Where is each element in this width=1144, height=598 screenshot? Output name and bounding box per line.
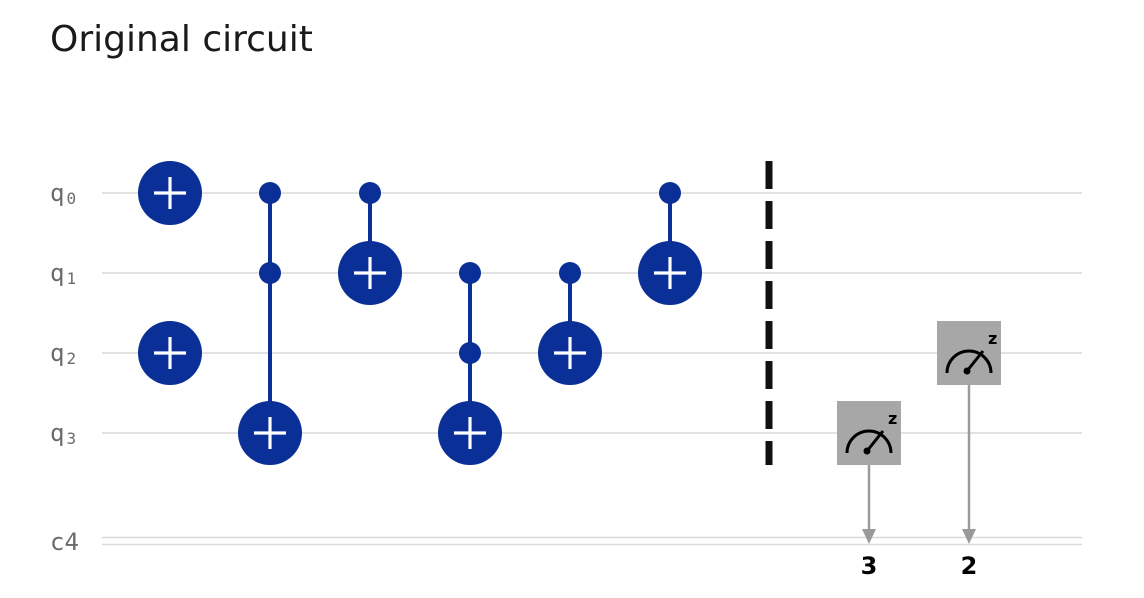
measure-arrow-icon	[962, 529, 976, 544]
circuit-title: Original circuit	[50, 19, 313, 60]
classical-bit-label: 3	[861, 552, 878, 580]
control-dot-icon	[459, 342, 481, 364]
meter-pivot	[963, 367, 971, 375]
meter-needle	[865, 430, 885, 452]
meter-pivot	[863, 447, 871, 455]
control-dot-icon	[459, 262, 481, 284]
qubit-label-name: q	[50, 339, 64, 367]
qubit-label-index: 1	[66, 269, 76, 288]
cx-gate	[338, 182, 402, 305]
control-dot-icon	[659, 182, 681, 204]
cx-gate	[638, 182, 702, 305]
control-dot-icon	[259, 262, 281, 284]
cx-gate	[538, 262, 602, 385]
control-dot-icon	[559, 262, 581, 284]
measure-gate: z3	[837, 401, 901, 580]
measure-arrow-icon	[862, 529, 876, 544]
measure-box	[937, 321, 1001, 385]
ccx-gate	[238, 182, 302, 465]
x-gate-target-icon	[138, 161, 202, 225]
x-gate	[138, 321, 202, 385]
qubit-label-index: 0	[66, 189, 76, 208]
meter-icon	[845, 429, 893, 455]
meter-arc	[945, 349, 993, 374]
meter-needle	[965, 350, 985, 372]
qubit-label-name: q	[50, 259, 64, 287]
control-dot-icon	[359, 182, 381, 204]
x-gate-target-icon	[538, 321, 602, 385]
labels-layer: q 0q 1q 2q 3c4	[50, 179, 79, 556]
x-gate-target-icon	[438, 401, 502, 465]
measure-gate: z2	[937, 321, 1001, 580]
ccx-gate	[438, 262, 502, 465]
classical-bit-label: 2	[961, 552, 978, 580]
x-gate-target-icon	[638, 241, 702, 305]
qubit-label-index: 3	[66, 429, 76, 448]
classical-register-label: c4	[50, 528, 79, 556]
x-gate	[138, 161, 202, 225]
qubit-label-name: q	[50, 179, 64, 207]
meter-arc	[845, 429, 893, 454]
control-dot-icon	[259, 182, 281, 204]
measure-box	[837, 401, 901, 465]
measure-basis-label: z	[888, 409, 897, 428]
qubit-label-index: 2	[66, 349, 76, 368]
meter-icon	[945, 349, 993, 375]
x-gate-target-icon	[138, 321, 202, 385]
x-gate-target-icon	[338, 241, 402, 305]
measure-basis-label: z	[988, 329, 997, 348]
qubit-label-name: q	[50, 419, 64, 447]
x-gate-target-icon	[238, 401, 302, 465]
